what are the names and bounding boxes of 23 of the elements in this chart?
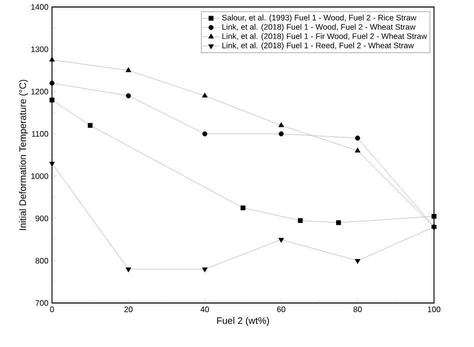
point [126,67,132,72]
point [126,267,132,272]
point [202,92,208,98]
point [278,238,284,243]
point [278,131,284,136]
point [354,148,360,152]
x-axis-title: Fuel 2 (wt%) [217,317,269,326]
point [432,214,436,219]
point [50,80,54,86]
point [126,93,131,98]
point [49,56,55,62]
point [50,98,54,102]
point [202,131,208,136]
point [355,136,360,141]
point [49,162,55,167]
point [240,205,246,210]
point [278,122,284,128]
point [88,123,93,128]
point [336,220,341,226]
point [298,218,303,223]
point [202,267,208,272]
y-axis-title: Initial Deformation Temperature (°C) [19,80,28,230]
point [354,259,360,264]
